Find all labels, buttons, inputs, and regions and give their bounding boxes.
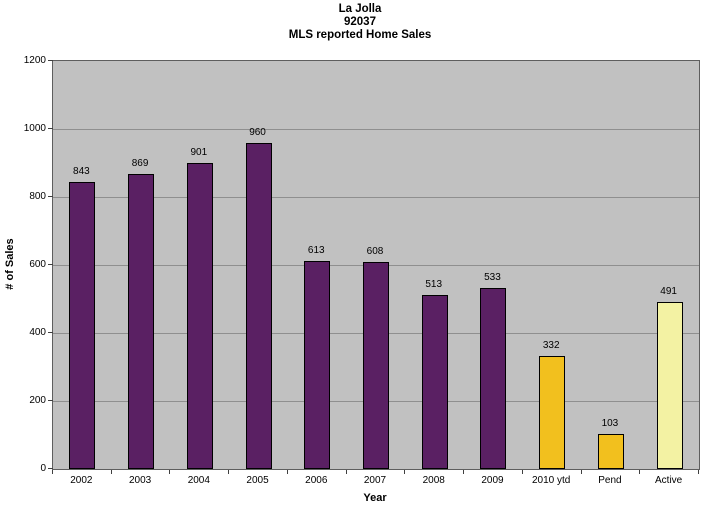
y-tick-mark-1200 [48,60,53,61]
bar-2007 [363,262,389,469]
x-tick-label-2007: 2007 [363,475,387,486]
bar-value-label-2006: 613 [307,244,325,256]
y-tick-label-400: 400 [29,327,46,338]
y-tick-label-0: 0 [40,463,46,474]
chart-title-line-1: La Jolla [338,3,382,15]
y-tick-mark-400 [48,332,53,333]
x-tick-label-2010-ytd: 2010 ytd [531,475,571,486]
x-tick-mark-11 [698,470,699,474]
x-axis-title: Year [363,492,387,504]
chart-title-line-3: MLS reported Home Sales [288,29,432,41]
bar-active [656,302,683,469]
chart-title: La Jolla 92037 MLS reported Home Sales [9,3,702,42]
gridline-1000 [53,128,699,130]
x-tick-mark-7 [463,470,465,474]
x-tick-mark-1 [110,470,112,474]
x-tick-mark-10 [639,470,641,474]
bar-value-label-active: 491 [660,286,677,298]
x-tick-label-2008: 2008 [422,475,445,486]
bar-value-label-2003: 869 [131,157,149,169]
x-tick-label-2003: 2003 [128,475,152,486]
y-tick-mark-800 [48,196,53,197]
plot-area [52,60,700,470]
bar-2010-ytd [539,356,566,469]
y-tick-label-1000: 1000 [23,123,46,134]
y-tick-mark-0 [48,468,53,469]
x-tick-mark-5 [345,470,347,474]
bar-2006 [304,260,331,469]
y-tick-label-1200: 1200 [23,55,46,66]
chart-title-line-2: 92037 [344,16,376,28]
bar-2008 [421,294,448,469]
x-tick-mark-9 [580,470,582,474]
x-tick-mark-6 [404,470,406,474]
bar-value-label-2002: 843 [73,166,90,178]
y-tick-label-800: 800 [29,191,46,202]
x-tick-label-2005: 2005 [246,475,269,486]
y-tick-mark-200 [48,400,53,401]
bar-2003 [128,173,155,469]
bar-value-label-2005: 960 [249,126,266,138]
x-tick-mark-0 [52,470,53,474]
x-tick-label-2009: 2009 [481,475,504,486]
x-tick-mark-4 [286,470,288,474]
y-tick-mark-1000 [48,128,53,129]
bar-2009 [480,287,507,469]
y-tick-label-600: 600 [29,259,46,270]
bar-2005 [245,142,272,469]
bar-value-label-2004: 901 [190,146,208,158]
bar-value-label-pend: 103 [601,417,619,429]
bar-value-label-2009: 533 [484,271,501,283]
x-tick-label-pend: Pend [598,475,622,486]
bar-2004 [186,162,213,469]
bar-2002 [69,182,96,469]
y-tick-mark-600 [48,264,53,265]
x-tick-label-2004: 2004 [187,475,210,486]
x-tick-mark-2 [169,470,171,474]
x-tick-label-active: Active [655,475,683,486]
bar-pend [597,433,624,469]
x-tick-label-2002: 2002 [70,475,93,486]
bar-value-label-2008: 513 [425,278,443,290]
bar-value-label-2010-ytd: 332 [542,340,560,352]
gridline-800 [53,196,699,198]
x-tick-mark-3 [228,470,230,474]
x-tick-label-2006: 2006 [305,475,328,486]
y-tick-label-200: 200 [29,395,46,406]
bar-value-label-2007: 608 [366,246,384,258]
x-tick-mark-8 [521,470,523,474]
